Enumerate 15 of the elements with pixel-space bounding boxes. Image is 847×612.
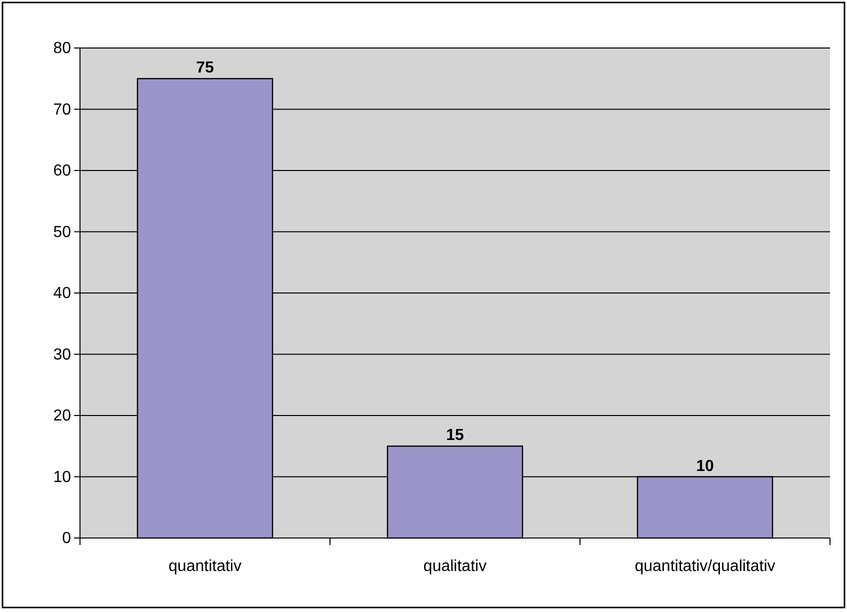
y-tick-label: 80 (53, 40, 72, 58)
y-tick-label: 10 (53, 468, 72, 486)
data-label: 15 (446, 427, 464, 444)
y-tick-label: 40 (53, 285, 72, 302)
y-tick-label: 0 (62, 530, 72, 548)
y-tick-label: 50 (53, 224, 72, 241)
y-tick-label: 60 (53, 162, 72, 180)
x-tick-label: qualitativ (423, 558, 487, 575)
y-tick-label: 30 (53, 346, 72, 364)
x-tick-label: quantitativ/qualitativ (634, 558, 776, 575)
data-label: 75 (196, 60, 214, 77)
y-tick-label: 70 (53, 101, 72, 118)
y-tick-label: 20 (53, 408, 72, 425)
data-label: 10 (696, 458, 714, 475)
x-tick-label: quantitativ (168, 558, 242, 575)
